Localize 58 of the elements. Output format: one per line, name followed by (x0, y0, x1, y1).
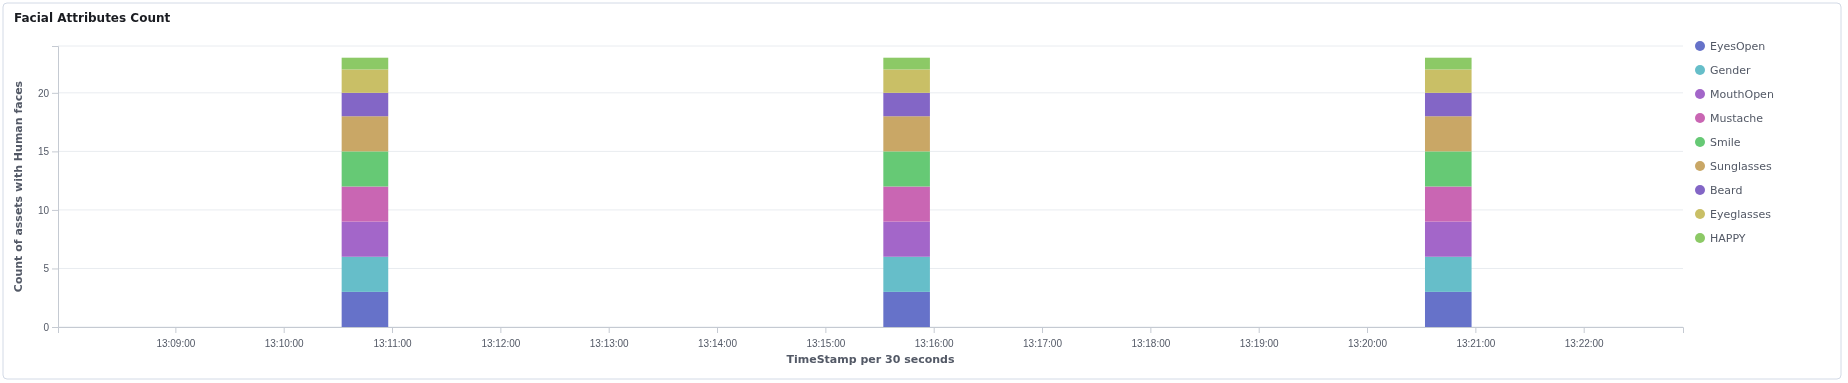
x-tick-label: 13:18:00 (1131, 338, 1171, 349)
legend-label: HAPPY (1710, 232, 1746, 245)
x-tick-label: 13:09:00 (156, 338, 196, 349)
y-axis-title: Count of assets with Human faces (12, 80, 25, 293)
x-tick-label: 13:22:00 (1564, 338, 1605, 349)
x-tick-label: 13:10:00 (264, 338, 305, 349)
x-tick-label: 13:14:00 (698, 338, 738, 349)
bar (883, 256, 930, 292)
legend-label: Mustache (1710, 112, 1764, 125)
bar (341, 69, 389, 93)
legend-label: EyesOpen (1710, 40, 1766, 53)
x-tick-label: 13:12:00 (481, 338, 521, 349)
bar (341, 92, 389, 117)
bar (1424, 116, 1472, 152)
x-tick-label: 13:20:00 (1348, 338, 1388, 349)
x-tick-label: 13:19:00 (1239, 338, 1280, 349)
legend-label: Smile (1710, 136, 1741, 149)
bar (1424, 221, 1472, 257)
bar (883, 57, 930, 70)
bar (1424, 186, 1472, 222)
legend-label: Eyeglasses (1710, 208, 1772, 221)
bar (341, 256, 389, 292)
y-tick-label: 10 (37, 204, 50, 216)
x-tick-label: 13:15:00 (806, 338, 846, 349)
chart-title: Facial Attributes Count (14, 11, 171, 25)
bar (341, 57, 389, 70)
bar (883, 151, 930, 187)
bar (883, 69, 930, 93)
y-tick-label: 15 (37, 146, 50, 158)
bar (341, 186, 389, 222)
bar (883, 221, 930, 257)
x-tick-label: 13:11:00 (373, 338, 413, 349)
legend-label: MouthOpen (1710, 88, 1774, 101)
bar (883, 291, 930, 327)
x-axis-title: TimeStamp per 30 seconds (786, 353, 955, 366)
bar (883, 186, 930, 222)
legend-label: Beard (1710, 184, 1743, 197)
y-tick-label: 20 (37, 87, 50, 99)
x-tick-label: 13:16:00 (914, 338, 955, 349)
x-tick-label: 13:21:00 (1456, 338, 1496, 349)
y-tick-label: 0 (43, 321, 50, 333)
legend-label: Gender (1710, 64, 1752, 77)
bar (1424, 69, 1472, 93)
bar (1424, 291, 1472, 327)
bar (341, 151, 389, 187)
x-tick-label: 13:17:00 (1023, 338, 1063, 349)
bar (341, 221, 389, 257)
bar (341, 291, 389, 327)
y-tick-label: 5 (43, 263, 50, 275)
bar (1424, 57, 1472, 70)
x-tick-label: 13:13:00 (589, 338, 630, 349)
legend-label: Sunglasses (1710, 160, 1772, 173)
bar (1424, 256, 1472, 292)
bar (341, 116, 389, 152)
bar (1424, 92, 1472, 117)
bar (883, 92, 930, 117)
bar (883, 116, 930, 152)
bar (1424, 151, 1472, 187)
